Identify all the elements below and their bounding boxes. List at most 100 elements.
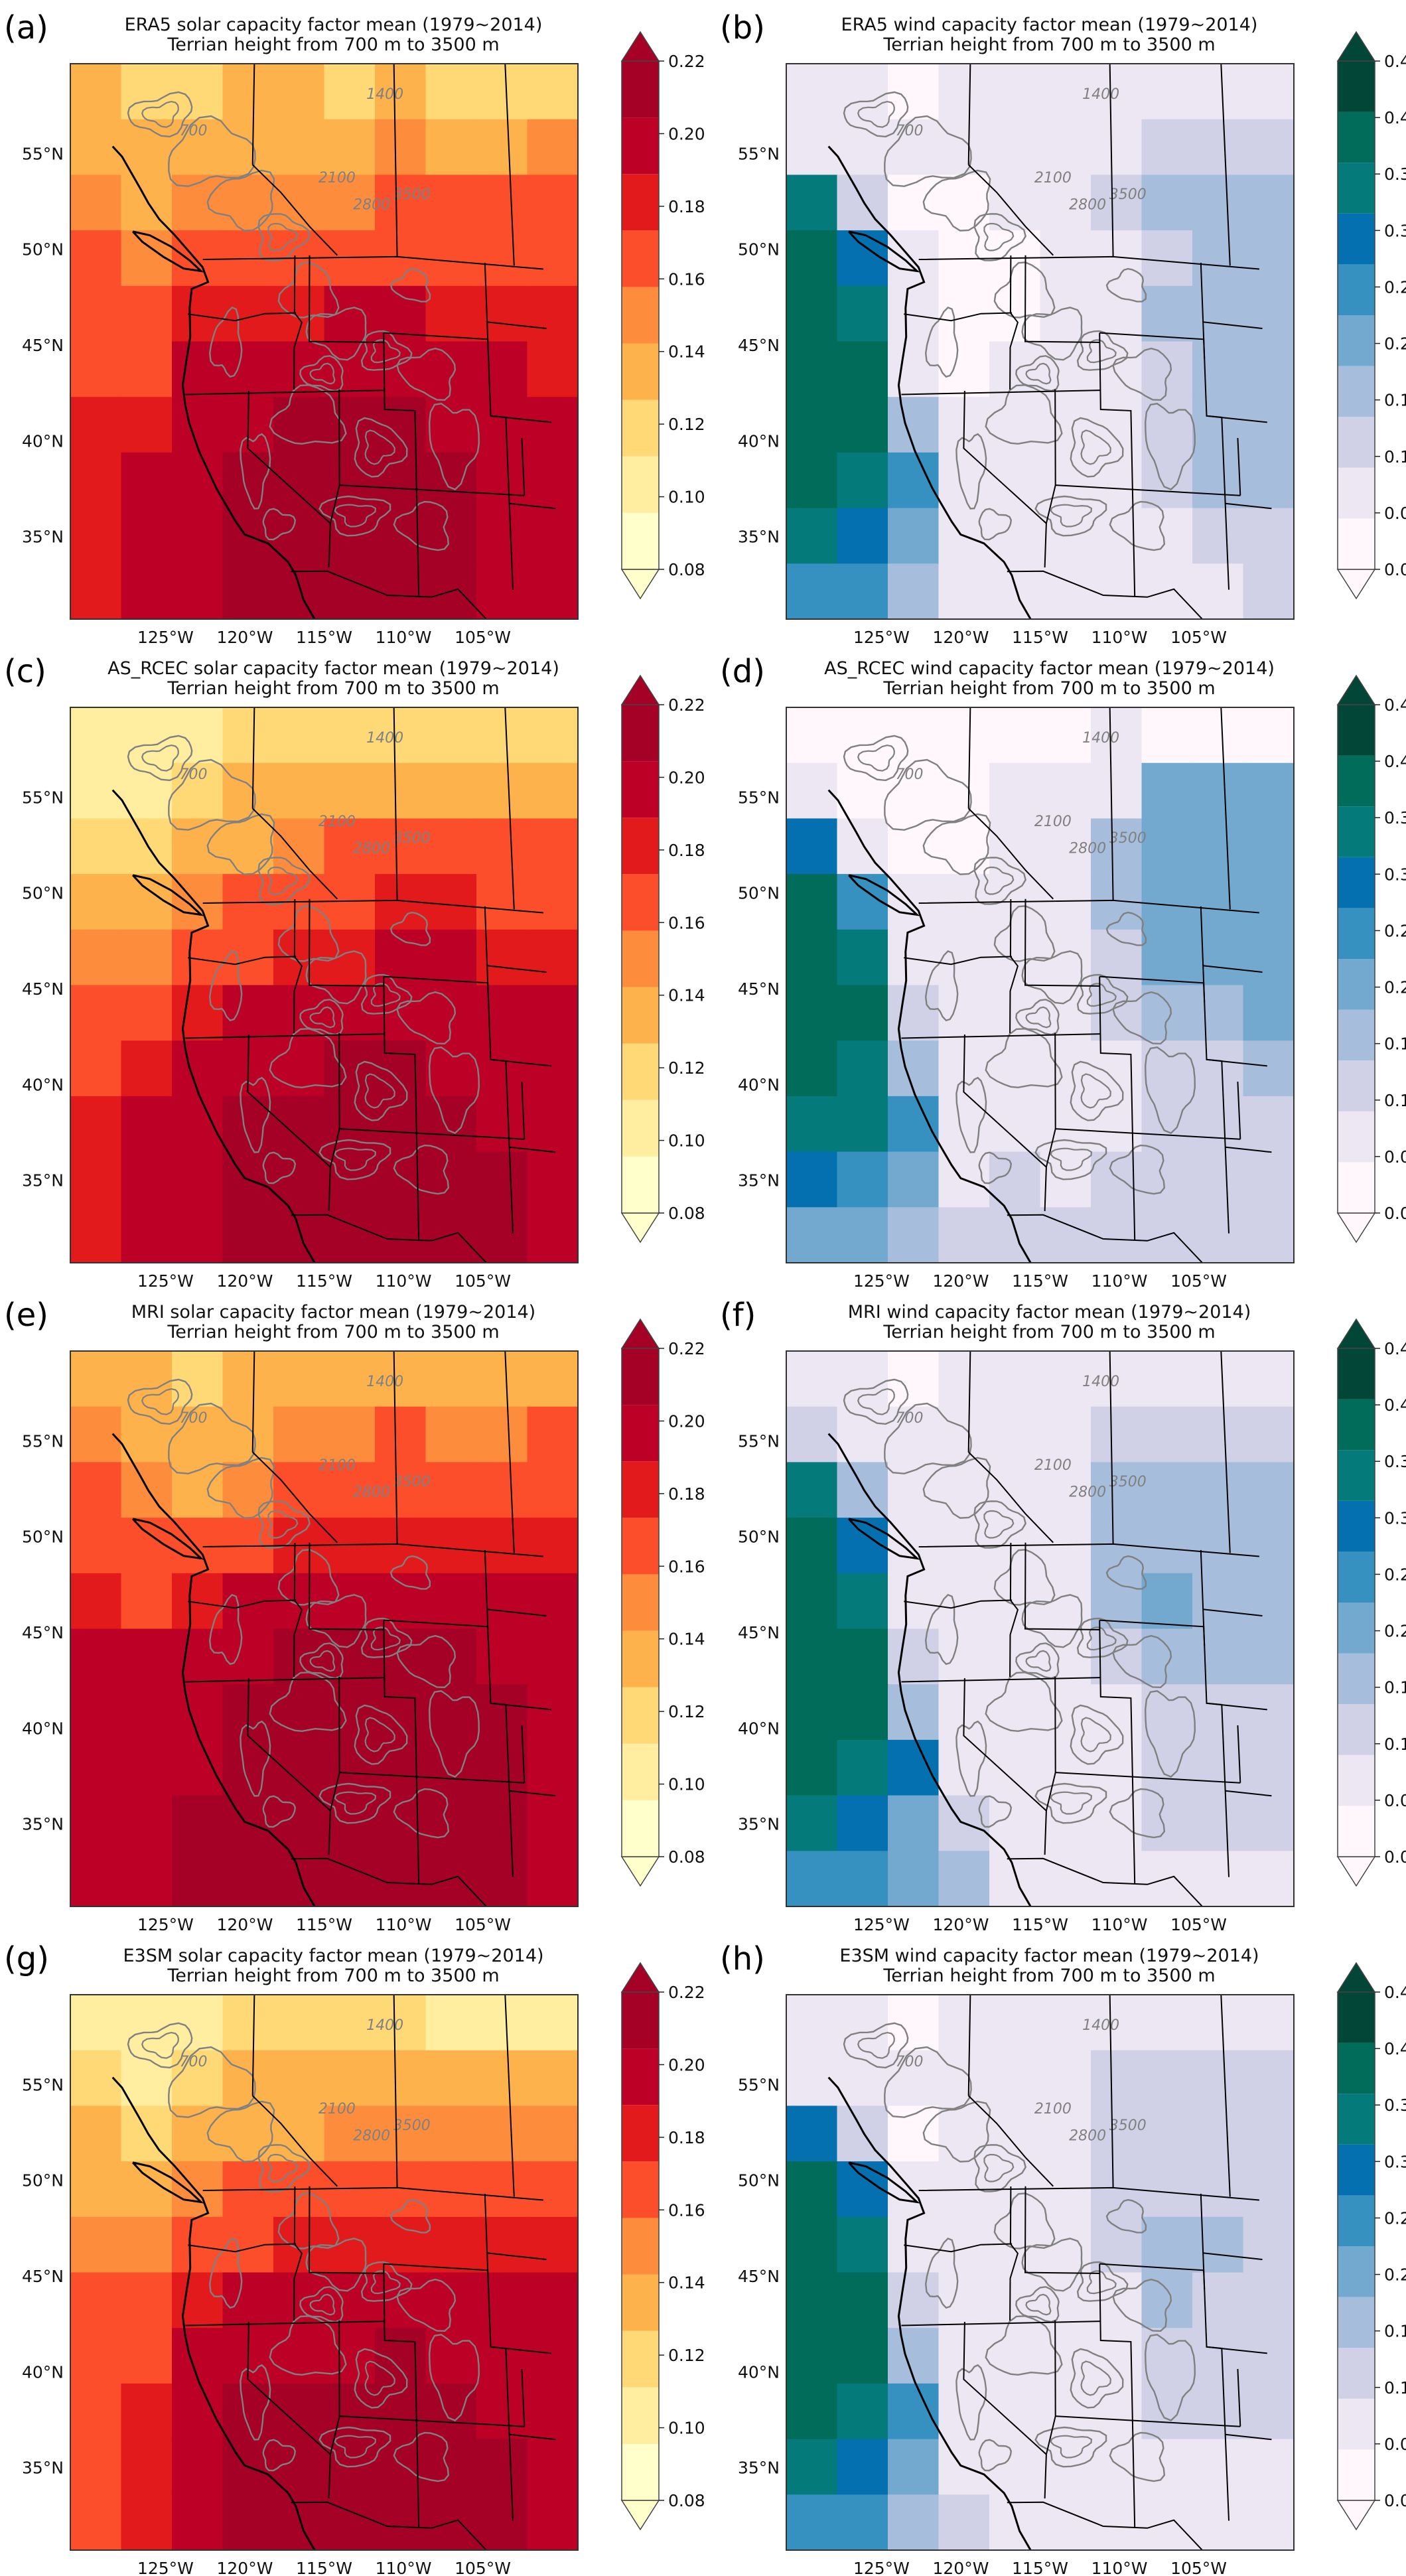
terrain-contour xyxy=(985,1672,1063,1733)
lon-tick-label: 110°W xyxy=(1091,628,1148,647)
terrain-contour xyxy=(1070,1704,1124,1765)
field-cell xyxy=(425,985,477,1042)
terrain-contour xyxy=(922,169,991,232)
terrain-contour xyxy=(1076,2261,1129,2302)
colorbar-max-extend xyxy=(1336,31,1376,62)
field-cell xyxy=(1192,1628,1244,1685)
colorbar-tick-label: 0.16 xyxy=(668,2200,705,2220)
field-cell xyxy=(222,2494,274,2550)
field-cell xyxy=(1141,2216,1193,2273)
colorbar-tick-label: 0.10 xyxy=(668,1131,705,1151)
state-border xyxy=(521,1082,526,1139)
colorbar-frame xyxy=(1337,1991,1375,2501)
colorbar-tick-label: 0.40 xyxy=(1384,752,1406,771)
terrain-contour xyxy=(924,2237,959,2309)
lon-tick-label: 125°W xyxy=(137,1915,194,1934)
panel-f: (f) MRI wind capacity factor mean (1979~2… xyxy=(720,1297,1406,1934)
colorbar-frame xyxy=(1337,704,1375,1214)
colorbar-segment xyxy=(622,399,659,457)
colorbar-segment xyxy=(622,1574,659,1631)
field-cell xyxy=(425,1995,477,2051)
field-cell xyxy=(70,1995,122,2051)
field-cell xyxy=(121,285,173,342)
state-border xyxy=(968,808,1054,900)
field-cell xyxy=(222,2272,274,2329)
terrain-contour xyxy=(299,2286,344,2323)
field-cell xyxy=(70,508,122,565)
state-border xyxy=(185,2321,385,2326)
terrain-contour xyxy=(1070,417,1124,478)
field-cell xyxy=(786,1207,838,1263)
state-border xyxy=(967,64,971,165)
terrain-contour xyxy=(1080,429,1111,465)
field-cell xyxy=(172,1684,224,1741)
field-cell xyxy=(1243,1351,1294,1407)
lat-tick-label: 35°N xyxy=(22,1815,64,1834)
terrain-contour xyxy=(1050,1147,1093,1171)
colorbar-tick-label: 0.08 xyxy=(668,1204,705,1223)
contour-label: 700 xyxy=(179,2054,207,2070)
lon-tick-label: 125°W xyxy=(853,1915,910,1934)
field-cell xyxy=(837,874,888,930)
terrain-contour xyxy=(206,813,275,875)
field-cell xyxy=(172,452,224,509)
terrain-contour xyxy=(843,91,909,138)
contour-label: 1400 xyxy=(366,1374,403,1390)
colorbar-segment xyxy=(1338,857,1375,908)
field-cell xyxy=(1243,2272,1294,2329)
field-cell xyxy=(273,175,325,232)
colorbar-tick-label: 0.45 xyxy=(1384,52,1406,71)
field-cell xyxy=(273,1351,325,1407)
field-cell xyxy=(273,397,325,453)
field-cell xyxy=(989,175,1041,232)
field-cell xyxy=(989,1040,1041,1097)
colorbar-segment xyxy=(1338,111,1375,163)
state-border xyxy=(384,1619,490,1646)
field-cell xyxy=(1192,341,1244,398)
field-cell xyxy=(938,64,990,120)
colorbar-segment xyxy=(1338,1551,1375,1603)
terrain-contour xyxy=(360,2261,413,2302)
terrain-contour xyxy=(206,1457,275,1519)
colorbar-tick-label: 0.18 xyxy=(668,1484,705,1504)
field-cell xyxy=(938,452,990,509)
field-cell xyxy=(1243,2383,1294,2440)
field-cell xyxy=(476,1628,528,1685)
field-cell xyxy=(786,1040,838,1097)
terrain-contour xyxy=(305,2238,367,2292)
colorbar-segment xyxy=(622,343,659,400)
colorbar-tick-label: 0.40 xyxy=(1384,2039,1406,2058)
map-frame xyxy=(786,63,1295,620)
field-cell xyxy=(989,397,1041,453)
field-cell xyxy=(1192,2050,1244,2107)
colorbar-tick-label: 0.12 xyxy=(668,2346,705,2365)
state-border xyxy=(1099,2263,1206,2290)
state-border xyxy=(1109,1351,1114,1544)
colorbar-segment xyxy=(1338,467,1375,519)
field-cell xyxy=(476,1684,528,1741)
field-cell xyxy=(273,1684,325,1741)
contour-label: 2100 xyxy=(318,2101,356,2117)
field-cell xyxy=(121,230,173,287)
field-cell xyxy=(121,1628,173,1685)
field-cell xyxy=(476,2383,528,2440)
field-cell xyxy=(938,119,990,176)
field-cell xyxy=(70,1151,122,1208)
field-cell xyxy=(172,1628,224,1685)
state-border xyxy=(252,2095,338,2187)
colorbar-tick-label: 0.45 xyxy=(1384,1983,1406,2002)
state-border xyxy=(509,1790,556,1797)
terrain-contour xyxy=(1025,1006,1052,1029)
terrain-contour xyxy=(127,735,193,782)
field-cell xyxy=(476,874,528,930)
terrain-contour xyxy=(1070,2348,1124,2409)
colorbar-tick-label: 0.25 xyxy=(1384,1565,1406,1584)
terrain-contour xyxy=(428,1046,480,1135)
field-cell xyxy=(324,874,376,930)
terrain-contour xyxy=(1105,1555,1147,1590)
field-cell xyxy=(1040,230,1091,287)
lat-tick-label: 45°N xyxy=(738,1623,780,1642)
field-cell xyxy=(324,119,376,176)
field-cell xyxy=(938,818,990,875)
field-cell xyxy=(273,1739,325,1796)
